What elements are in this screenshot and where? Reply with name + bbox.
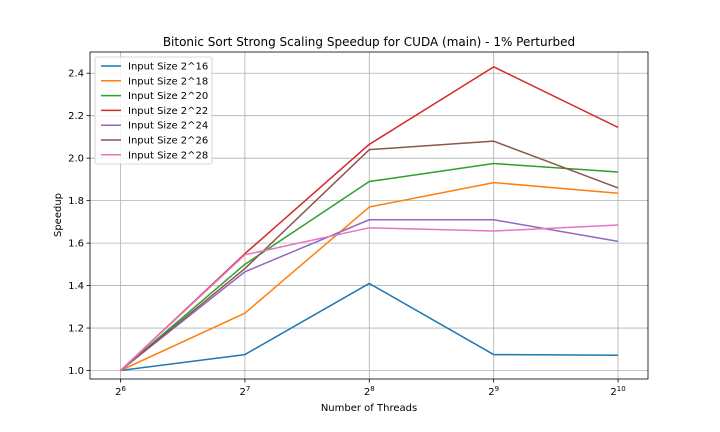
- chart-title: Bitonic Sort Strong Scaling Speedup for …: [163, 35, 575, 49]
- legend-entry: Input Size 2^20: [128, 91, 208, 102]
- x-tick-label: 27: [239, 385, 250, 398]
- legend-entry: Input Size 2^22: [128, 106, 208, 117]
- y-tick-label: 1.8: [68, 196, 84, 207]
- plot-frame: [89, 51, 649, 380]
- series-line-1: [120, 282, 619, 372]
- legend-box: [94, 56, 213, 165]
- y-tick-label: 1.0: [68, 366, 84, 377]
- y-tick-label: 2.4: [68, 69, 84, 80]
- legend-entry: Input Size 2^28: [128, 150, 208, 161]
- y-axis-label: Speedup: [53, 193, 64, 237]
- y-axis-ticks: 1.0 1.2 1.4 1.6 1.8 2.0 2.2 2.4: [68, 69, 90, 377]
- legend: Input Size 2^16 Input Size 2^18 Input Size…: [94, 56, 213, 165]
- series-lines: [119, 66, 619, 372]
- series-line-6: [120, 140, 619, 372]
- legend-entry: Input Size 2^26: [128, 136, 208, 147]
- x-tick-label: 26: [115, 385, 126, 398]
- series-line-2: [120, 181, 619, 372]
- y-tick-label: 1.6: [68, 239, 84, 250]
- series-line-3: [120, 162, 619, 372]
- x-axis-label: Number of Threads: [321, 403, 417, 414]
- x-tick-label: 210: [610, 385, 625, 398]
- y-tick-label: 2.0: [68, 154, 84, 165]
- y-tick-label: 2.2: [68, 111, 84, 122]
- x-axis-ticks: 26 27 28 29 210: [115, 379, 626, 398]
- x-tick-label: 29: [488, 385, 499, 398]
- series-line-5: [120, 219, 619, 372]
- series-line-7: [119, 224, 619, 372]
- y-tick-label: 1.4: [68, 281, 84, 292]
- legend-entry: Input Size 2^24: [128, 121, 208, 132]
- y-tick-label: 1.2: [68, 324, 84, 335]
- x-tick-label: 28: [364, 385, 375, 398]
- legend-entry: Input Size 2^18: [128, 76, 208, 87]
- legend-entry: Input Size 2^16: [128, 62, 208, 73]
